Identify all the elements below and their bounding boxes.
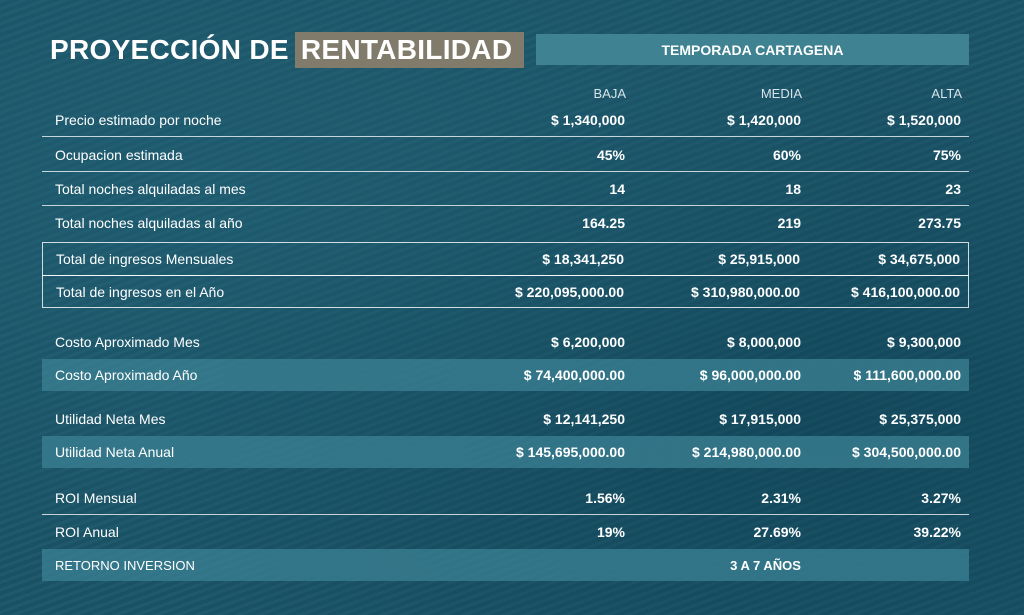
value-baja: 45% xyxy=(596,147,625,163)
table-row-banded: Utilidad Neta Anual $ 145,695,000.00 $ 2… xyxy=(42,436,969,468)
value-alta: $ 9,300,000 xyxy=(887,334,961,350)
value-baja: $ 12,141,250 xyxy=(543,411,625,427)
row-label: Precio estimado por noche xyxy=(55,112,222,128)
table-row-income-yearly: Total de ingresos en el Año $ 220,095,00… xyxy=(42,275,969,308)
value-baja: $ 220,095,000.00 xyxy=(515,283,624,300)
page-title: PROYECCIÓN DE RENTABILIDAD xyxy=(50,32,525,68)
table-row: Precio estimado por noche $ 1,340,000 $ … xyxy=(42,104,969,137)
value-alta: 23 xyxy=(945,181,961,197)
row-label: ROI Anual xyxy=(55,524,119,540)
row-label: Costo Aproximado Mes xyxy=(55,334,200,350)
table-row: Total noches alquiladas al mes 14 18 23 xyxy=(42,173,969,206)
table-row-banded: Costo Aproximado Año $ 74,400,000.00 $ 9… xyxy=(42,359,969,391)
value-alta: $ 416,100,000.00 xyxy=(851,283,960,300)
return-label: RETORNO INVERSION xyxy=(55,557,195,573)
season-banner: TEMPORADA CARTAGENA xyxy=(536,34,969,65)
row-label: Total de ingresos Mensuales xyxy=(56,251,234,267)
value-media: $ 214,980,000.00 xyxy=(692,444,801,460)
row-label: Total noches alquiladas al mes xyxy=(55,181,246,197)
value-media: 18 xyxy=(785,181,801,197)
value-baja: $ 18,341,250 xyxy=(542,251,624,267)
value-alta: 75% xyxy=(932,147,961,163)
table-row: Utilidad Neta Mes $ 12,141,250 $ 17,915,… xyxy=(42,403,969,435)
value-media: $ 96,000,000.00 xyxy=(699,367,801,383)
column-header-baja: BAJA xyxy=(593,86,626,101)
column-header-alta: ALTA xyxy=(931,86,962,101)
title-highlight: RENTABILIDAD xyxy=(294,32,525,68)
row-label: Total de ingresos en el Año xyxy=(56,283,225,300)
table-row: Total noches alquiladas al año 164.25 21… xyxy=(42,207,969,239)
value-media: 2.31% xyxy=(761,490,801,506)
table-row: Ocupacion estimada 45% 60% 75% xyxy=(42,139,969,172)
value-alta: 3.27% xyxy=(921,490,961,506)
value-baja: $ 1,340,000 xyxy=(551,112,625,128)
value-alta: 39.22% xyxy=(913,524,961,540)
value-baja: $ 145,695,000.00 xyxy=(516,444,625,460)
value-alta: $ 304,500,000.00 xyxy=(852,444,961,460)
value-media: $ 25,915,000 xyxy=(718,251,800,267)
value-media: 27.69% xyxy=(753,524,801,540)
row-label: Costo Aproximado Año xyxy=(55,367,198,383)
value-alta: $ 1,520,000 xyxy=(887,112,961,128)
table-row: ROI Anual 19% 27.69% 39.22% xyxy=(42,516,969,548)
value-media: 60% xyxy=(772,147,801,163)
row-label: Total noches alquiladas al año xyxy=(55,215,243,231)
table-row-income-monthly: Total de ingresos Mensuales $ 18,341,250… xyxy=(42,242,969,276)
row-label: Utilidad Neta Mes xyxy=(55,411,166,427)
value-media: $ 17,915,000 xyxy=(719,411,801,427)
value-baja: $ 6,200,000 xyxy=(551,334,625,350)
value-baja: $ 74,400,000.00 xyxy=(523,367,625,383)
value-media: $ 310,980,000.00 xyxy=(691,283,800,300)
value-baja: 164.25 xyxy=(582,215,625,231)
value-alta: $ 34,675,000 xyxy=(878,251,960,267)
value-alta: $ 25,375,000 xyxy=(879,411,961,427)
value-alta: 273.75 xyxy=(918,215,961,231)
return-value: 3 A 7 AÑOS xyxy=(730,557,801,573)
row-label: Utilidad Neta Anual xyxy=(55,444,175,460)
value-baja: 1.56% xyxy=(585,490,625,506)
value-media: $ 1,420,000 xyxy=(727,112,801,128)
row-label: ROI Mensual xyxy=(55,490,137,506)
value-alta: $ 111,600,000.00 xyxy=(853,367,961,383)
column-header-media: MEDIA xyxy=(760,86,802,101)
table-row: Costo Aproximado Mes $ 6,200,000 $ 8,000… xyxy=(42,326,969,358)
value-media: $ 8,000,000 xyxy=(727,334,801,350)
value-baja: 19% xyxy=(596,524,625,540)
return-investment-row: RETORNO INVERSION 3 A 7 AÑOS xyxy=(42,549,969,581)
value-baja: 14 xyxy=(609,181,625,197)
table-row: ROI Mensual 1.56% 2.31% 3.27% xyxy=(42,482,969,515)
value-media: 219 xyxy=(777,215,801,231)
row-label: Ocupacion estimada xyxy=(55,147,183,163)
title-part-1: PROYECCIÓN DE xyxy=(50,34,289,65)
